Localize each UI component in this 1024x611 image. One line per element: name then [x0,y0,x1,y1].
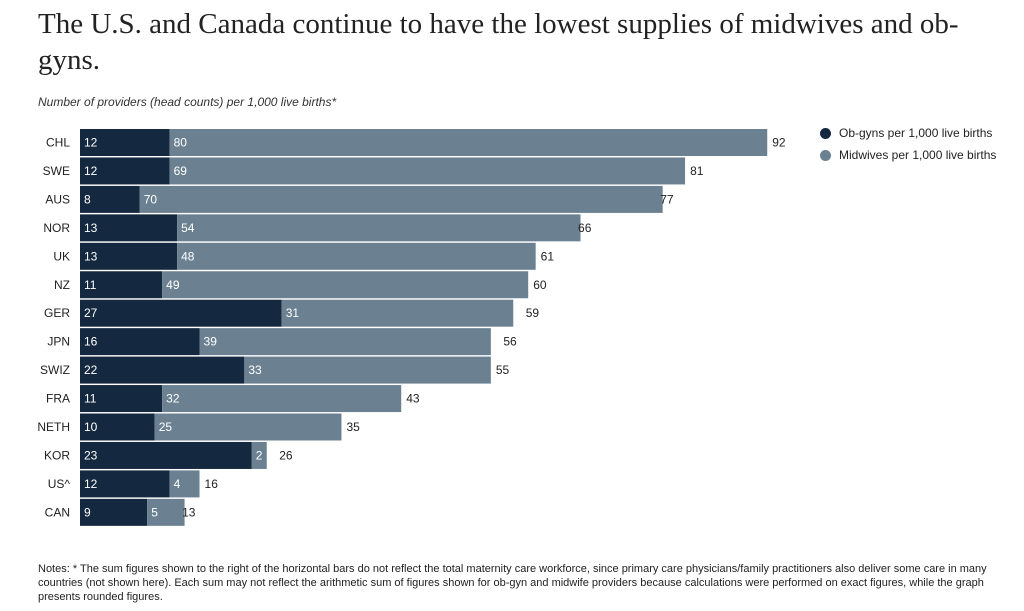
legend-item-midwife: Midwives per 1,000 live births [820,147,996,163]
bar-segment-obgyn-us [80,470,170,498]
chart-title: The U.S. and Canada continue to have the… [38,8,959,76]
data-label-obgyn-swe: 12 [84,164,98,178]
data-label-midwife-chl: 80 [174,136,188,150]
bar-segment-obgyn-nz [80,271,163,299]
bar-segment-midwife-swiz [244,356,491,384]
bar-segment-midwife-nor [177,214,581,242]
data-label-obgyn-neth: 10 [84,420,98,434]
total-label-chl: 92 [772,136,786,150]
bar-segment-obgyn-jpn [80,328,200,356]
data-label-midwife-us: 4 [174,477,181,491]
legend-swatch-obgyn [820,127,831,139]
chart-subtitle: Number of providers (head counts) per 1,… [38,95,337,109]
data-label-midwife-nz: 49 [166,278,180,292]
data-label-midwife-can: 5 [151,505,158,519]
bar-segment-midwife-kor [251,441,267,469]
category-label-uk: UK [53,249,70,263]
bar-segment-obgyn-can [80,498,148,526]
data-label-midwife-kor: 2 [256,448,263,462]
data-label-obgyn-fra: 11 [84,392,97,406]
data-label-midwife-fra: 32 [166,392,180,406]
total-label-swiz: 55 [496,363,510,377]
chart-legend: Ob-gyns per 1,000 live births Midwives p… [820,125,996,169]
legend-item-obgyn: Ob-gyns per 1,000 live births [820,125,996,141]
data-label-midwife-swe: 69 [174,164,188,178]
data-label-obgyn-nor: 13 [84,221,98,235]
bar-segment-obgyn-kor [80,441,252,469]
total-label-nz: 60 [533,278,547,292]
category-label-aus: AUS [45,192,70,206]
bar-segment-midwife-aus [139,185,663,213]
data-label-obgyn-ger: 27 [84,306,98,320]
bar-segment-midwife-jpn [199,328,491,356]
category-label-neth: NETH [37,420,70,434]
data-label-obgyn-us: 12 [84,477,98,491]
bar-segment-obgyn-chl [80,129,170,156]
category-label-kor: KOR [44,448,70,462]
category-label-can: CAN [45,505,70,519]
bar-segment-obgyn-swe [80,157,170,185]
data-label-obgyn-swiz: 22 [84,363,98,377]
chart-notes: Notes: * The sum figures shown to the ri… [38,563,987,603]
legend-label-midwife: Midwives per 1,000 live births [839,148,997,162]
data-label-midwife-nor: 54 [181,221,195,235]
bar-segment-obgyn-uk [80,242,178,270]
bar-segment-obgyn-nor [80,214,178,242]
data-label-obgyn-chl: 12 [84,136,98,150]
bar-segment-midwife-nz [162,271,529,299]
bar-segment-midwife-uk [177,242,536,270]
category-label-swe: SWE [43,164,70,178]
bar-segment-midwife-chl [169,129,768,156]
legend-swatch-midwife [820,149,831,161]
category-label-jpn: JPN [47,335,70,349]
data-label-midwife-neth: 25 [159,420,173,434]
category-label-chl: CHL [46,136,70,150]
bar-segment-midwife-us [169,470,200,498]
total-label-fra: 43 [406,392,420,406]
bar-segment-obgyn-ger [80,299,282,327]
total-label-us: 16 [205,477,219,491]
data-label-midwife-uk: 48 [181,249,195,263]
category-label-ger: GER [44,306,70,320]
total-label-swe: 81 [690,164,704,178]
bar-segment-midwife-fra [162,385,402,413]
data-label-midwife-aus: 70 [144,192,158,206]
category-label-nor: NOR [43,221,70,235]
data-label-obgyn-uk: 13 [84,249,98,263]
data-label-midwife-jpn: 39 [204,335,218,349]
bar-segment-obgyn-fra [80,385,163,413]
legend-label-obgyn: Ob-gyns per 1,000 live births [839,126,993,140]
total-label-jpn: 56 [503,335,517,349]
category-label-us: US^ [48,477,71,491]
data-label-obgyn-can: 9 [84,505,91,519]
total-label-ger: 59 [526,306,540,320]
total-label-kor: 26 [279,448,293,462]
data-label-midwife-ger: 31 [286,306,300,320]
total-label-neth: 35 [346,420,360,434]
bar-segment-midwife-can [147,498,185,526]
bar-segment-midwife-neth [154,413,342,441]
bar-segment-obgyn-swiz [80,356,245,384]
total-label-nor: 66 [578,221,592,235]
data-label-midwife-swiz: 33 [248,363,262,377]
data-label-obgyn-jpn: 16 [84,335,98,349]
data-label-obgyn-aus: 8 [84,192,91,206]
data-label-obgyn-nz: 11 [84,278,97,292]
category-label-nz: NZ [54,278,70,292]
bar-segment-obgyn-neth [80,413,155,441]
data-label-obgyn-kor: 23 [84,448,98,462]
bar-segment-midwife-swe [169,157,686,185]
category-label-swiz: SWIZ [40,363,70,377]
bar-segment-obgyn-aus [80,185,140,213]
bar-segment-midwife-ger [281,299,514,327]
total-label-aus: 77 [660,192,674,206]
total-label-can: 13 [182,505,196,519]
total-label-uk: 61 [541,249,555,263]
category-label-fra: FRA [46,392,70,406]
